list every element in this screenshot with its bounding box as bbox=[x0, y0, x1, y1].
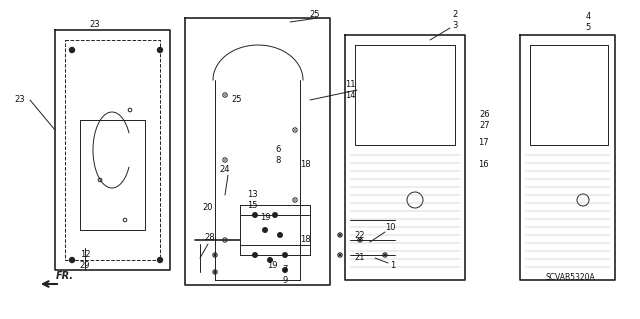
Circle shape bbox=[282, 267, 288, 273]
Text: 1: 1 bbox=[390, 261, 396, 270]
Circle shape bbox=[157, 257, 163, 263]
Text: SCVAB5320A: SCVAB5320A bbox=[545, 273, 595, 283]
Text: FR.: FR. bbox=[56, 271, 74, 281]
Text: 26
27: 26 27 bbox=[480, 110, 490, 130]
Circle shape bbox=[339, 254, 341, 256]
Circle shape bbox=[294, 199, 296, 201]
Text: 22: 22 bbox=[355, 231, 365, 240]
Text: 25: 25 bbox=[232, 95, 243, 105]
Text: 17: 17 bbox=[477, 138, 488, 147]
Circle shape bbox=[267, 257, 273, 263]
Text: 28: 28 bbox=[205, 234, 215, 242]
Text: 12
29: 12 29 bbox=[80, 250, 90, 270]
Text: 2
3: 2 3 bbox=[452, 10, 458, 30]
Circle shape bbox=[294, 129, 296, 131]
Text: 19: 19 bbox=[260, 213, 270, 222]
Circle shape bbox=[252, 252, 258, 258]
Circle shape bbox=[224, 159, 226, 161]
Text: 23: 23 bbox=[90, 20, 100, 29]
Text: 16: 16 bbox=[477, 160, 488, 169]
Circle shape bbox=[272, 212, 278, 218]
Text: 23: 23 bbox=[15, 95, 26, 105]
Circle shape bbox=[224, 94, 226, 96]
Circle shape bbox=[384, 254, 386, 256]
Text: 21: 21 bbox=[355, 254, 365, 263]
Circle shape bbox=[277, 232, 283, 238]
Circle shape bbox=[214, 271, 216, 273]
Text: 25: 25 bbox=[310, 11, 320, 19]
Circle shape bbox=[339, 234, 341, 236]
Circle shape bbox=[157, 48, 163, 53]
Circle shape bbox=[262, 227, 268, 233]
Text: 13
15: 13 15 bbox=[246, 190, 257, 210]
Text: 7
9: 7 9 bbox=[282, 265, 288, 285]
Text: 19: 19 bbox=[267, 261, 277, 270]
Text: 4
5: 4 5 bbox=[586, 12, 591, 32]
Text: 18: 18 bbox=[300, 235, 310, 244]
Circle shape bbox=[214, 254, 216, 256]
Text: 24: 24 bbox=[220, 166, 230, 174]
Circle shape bbox=[252, 212, 258, 218]
Circle shape bbox=[359, 239, 361, 241]
Circle shape bbox=[70, 48, 74, 53]
Text: 6
8: 6 8 bbox=[275, 145, 281, 165]
Text: 10: 10 bbox=[385, 224, 396, 233]
Text: 20: 20 bbox=[203, 204, 213, 212]
Text: 18: 18 bbox=[300, 160, 310, 169]
Text: 11
14: 11 14 bbox=[345, 80, 355, 100]
Circle shape bbox=[224, 239, 226, 241]
Circle shape bbox=[70, 257, 74, 263]
Circle shape bbox=[282, 252, 288, 258]
